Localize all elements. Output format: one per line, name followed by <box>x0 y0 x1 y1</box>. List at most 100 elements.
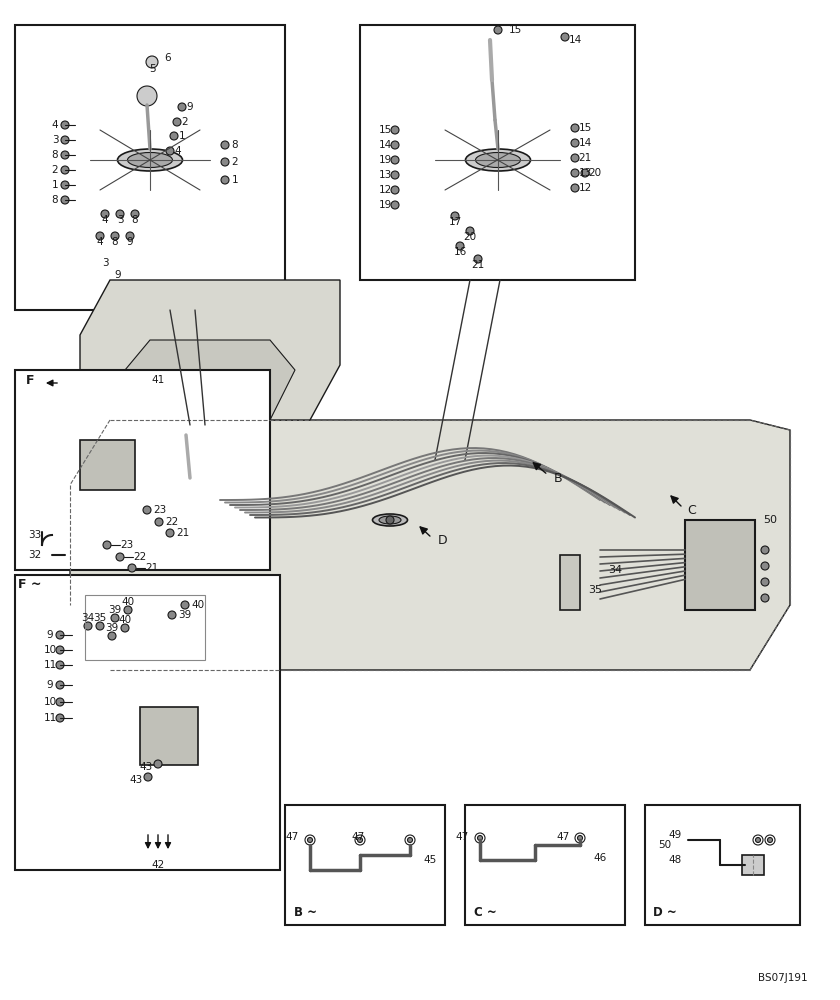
Circle shape <box>221 158 229 166</box>
Circle shape <box>761 578 769 586</box>
Text: 14: 14 <box>378 140 391 150</box>
Bar <box>360 25 635 280</box>
Text: 20: 20 <box>464 232 476 242</box>
Text: B ~: B ~ <box>293 906 317 918</box>
Circle shape <box>221 176 229 184</box>
Text: 15: 15 <box>378 125 391 135</box>
Text: 8: 8 <box>232 140 239 150</box>
Circle shape <box>96 232 104 240</box>
Bar <box>685 520 755 610</box>
Circle shape <box>466 227 474 235</box>
Text: 1: 1 <box>232 175 239 185</box>
Circle shape <box>128 564 136 572</box>
Circle shape <box>56 661 64 669</box>
Text: 47: 47 <box>351 832 365 842</box>
Text: 10: 10 <box>44 697 56 707</box>
Text: 21: 21 <box>471 260 485 270</box>
Circle shape <box>761 562 769 570</box>
Bar <box>285 805 445 925</box>
Circle shape <box>221 141 229 149</box>
Circle shape <box>84 622 92 630</box>
Text: 4: 4 <box>175 146 181 156</box>
Polygon shape <box>80 280 340 420</box>
Circle shape <box>155 518 163 526</box>
Text: 11: 11 <box>44 713 56 723</box>
Text: 41: 41 <box>151 375 165 385</box>
Text: 22: 22 <box>134 552 147 562</box>
Text: 5: 5 <box>150 64 156 74</box>
Bar <box>85 595 205 660</box>
Text: 9: 9 <box>47 630 53 640</box>
Text: 3: 3 <box>117 215 123 225</box>
Text: 34: 34 <box>81 613 95 623</box>
Circle shape <box>391 156 399 164</box>
Circle shape <box>164 491 172 499</box>
Text: 11: 11 <box>44 660 56 670</box>
Text: 4: 4 <box>102 215 108 225</box>
Text: F ~: F ~ <box>18 578 42 591</box>
Circle shape <box>108 632 116 640</box>
Text: 1: 1 <box>52 180 58 190</box>
Circle shape <box>137 86 157 106</box>
Text: 13: 13 <box>378 170 391 180</box>
Text: 9: 9 <box>186 102 193 112</box>
Circle shape <box>170 132 178 140</box>
Text: C ~: C ~ <box>474 906 496 918</box>
Circle shape <box>56 646 64 654</box>
Text: 8: 8 <box>52 195 58 205</box>
Ellipse shape <box>465 149 531 171</box>
Circle shape <box>126 232 134 240</box>
Text: 42: 42 <box>151 860 165 870</box>
Text: 8: 8 <box>112 237 118 247</box>
Text: 40: 40 <box>118 615 132 625</box>
Text: 21: 21 <box>579 153 591 163</box>
Circle shape <box>571 169 579 177</box>
Circle shape <box>144 773 152 781</box>
Circle shape <box>578 836 582 840</box>
Text: 1: 1 <box>179 131 186 141</box>
Bar <box>15 575 280 870</box>
Circle shape <box>761 594 769 602</box>
Text: D: D <box>438 534 448 546</box>
Text: B: B <box>554 472 562 485</box>
Circle shape <box>575 833 585 843</box>
Ellipse shape <box>475 152 521 167</box>
Ellipse shape <box>128 152 172 167</box>
Text: 8: 8 <box>132 215 139 225</box>
Circle shape <box>494 26 502 34</box>
Bar <box>685 520 755 610</box>
Circle shape <box>111 232 119 240</box>
Circle shape <box>116 553 124 561</box>
Text: 6: 6 <box>165 53 171 63</box>
Text: 12: 12 <box>378 185 391 195</box>
Circle shape <box>146 56 158 68</box>
Text: 4: 4 <box>52 120 58 130</box>
Polygon shape <box>70 420 790 670</box>
Text: 35: 35 <box>93 613 107 623</box>
Circle shape <box>765 835 775 845</box>
Text: 43: 43 <box>129 775 143 785</box>
Circle shape <box>131 210 139 218</box>
Circle shape <box>173 118 181 126</box>
Text: 10: 10 <box>44 645 56 655</box>
Text: 9: 9 <box>127 237 134 247</box>
Text: 2: 2 <box>232 157 239 167</box>
Circle shape <box>181 601 189 609</box>
Circle shape <box>61 166 69 174</box>
Circle shape <box>111 614 119 622</box>
Circle shape <box>571 139 579 147</box>
Circle shape <box>391 186 399 194</box>
Circle shape <box>391 201 399 209</box>
Circle shape <box>154 760 162 768</box>
Circle shape <box>761 546 769 554</box>
Text: 39: 39 <box>105 623 118 633</box>
Text: 14: 14 <box>569 35 581 45</box>
Text: 39: 39 <box>108 605 122 615</box>
Circle shape <box>178 103 186 111</box>
Circle shape <box>116 210 124 218</box>
Text: D ~: D ~ <box>654 906 677 918</box>
Text: 12: 12 <box>579 183 591 193</box>
Ellipse shape <box>171 479 209 491</box>
Circle shape <box>96 622 104 630</box>
Circle shape <box>61 136 69 144</box>
